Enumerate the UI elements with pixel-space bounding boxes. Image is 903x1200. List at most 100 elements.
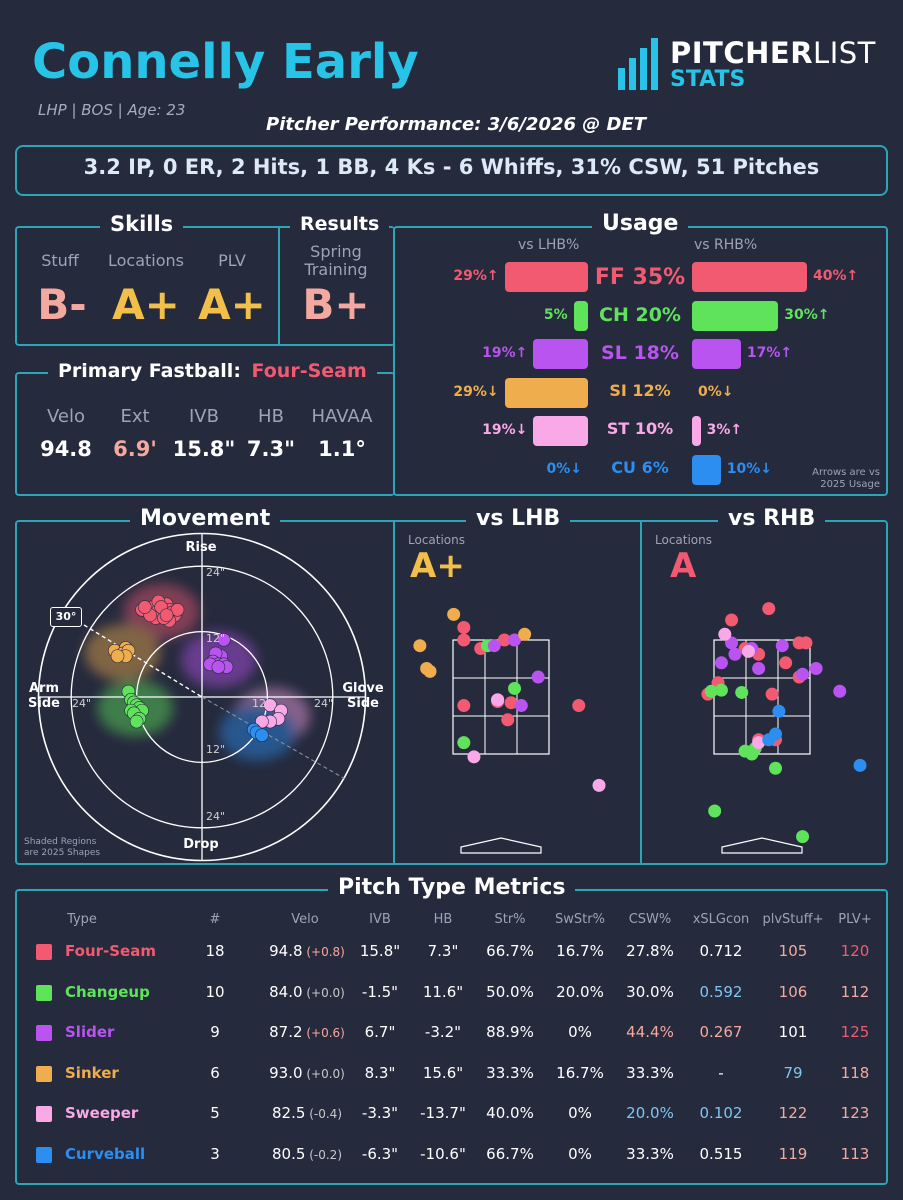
metric-row-plv: 113 [840,1144,870,1163]
movement-panel-box [15,520,888,865]
metric-row-velo: 80.5 (-0.2) [262,1145,352,1163]
usage-pitch-name: FF 35% [594,265,686,290]
usage-bar-rhb [692,339,741,369]
location-point-slider [796,667,810,681]
th-count: # [209,912,221,927]
movement-point-sweeper [263,698,277,712]
metric-row-xslg: 0.267 [699,1023,743,1041]
metric-row-ivb: 15.8" [359,942,401,960]
usage-rhb-pct: 40%↑ [813,268,859,284]
metric-row-swstr: 16.7% [556,1063,604,1082]
metric-row-hb: 15.6" [422,1063,464,1082]
plv-grade: A+ [198,280,266,329]
metric-row-type: Four-Seam [65,942,156,960]
usage-title: Usage [592,211,689,236]
fb-val-velo: 94.8 [40,437,92,461]
th-plv: PLV+ [838,912,872,927]
ring-label-right-24: 24" [314,697,334,710]
metric-row-plv: 120 [840,942,870,960]
performance-subtitle: Pitcher Performance: 3/6/2026 @ DET [266,114,647,135]
metric-row-plv: 123 [840,1104,870,1122]
fb-val-ext: 6.9' [113,437,157,461]
metric-row-velo: 93.0 (+0.0) [262,1064,352,1082]
location-point-sweeper [752,736,766,750]
th-csw: CSW% [628,912,672,927]
usage-lhb-header: vs LHB% [518,237,580,253]
th-velo: Velo [291,912,319,927]
movement-note-2: are 2025 Shapes [24,848,101,858]
metric-row-type: Changeup [65,982,150,1001]
location-point-slider [809,662,823,675]
metric-row-hb: 11.6" [422,982,464,1001]
location-point-four-seam [497,633,511,647]
movement-point-slider [211,660,226,674]
pitcher-name: Connelly Early [32,34,419,90]
metric-row-hb: -10.6" [420,1144,466,1163]
usage-bar-rhb [692,416,701,446]
home-plate [460,837,542,854]
metric-row-type: Slider [65,1023,115,1041]
location-point-curveball [772,704,786,718]
metric-row-n: 6 [210,1063,220,1082]
metric-row-swstr: 0% [568,1104,592,1122]
fb-val-hb: 7.3" [246,437,296,461]
location-point-changeup [714,683,728,697]
home-plate [721,837,803,854]
location-point-four-seam [501,713,515,727]
usage-rhb-pct: 0%↓ [698,383,734,400]
usage-bar-lhb [533,416,588,446]
metric-row-str: 66.7% [486,1144,534,1163]
ring-label-right-12: 12" [252,697,272,710]
location-point-four-seam [504,696,518,710]
fb-val-havaa: 1.1° [318,437,366,461]
movement-note-1: Shaded Regions [24,837,97,847]
lhb-locations-label: Locations [408,533,466,547]
metric-row-stuff: 79 [783,1063,803,1082]
location-point-four-seam [457,699,471,713]
fb-head-ivb: IVB [189,406,219,427]
metric-row-hb: -3.2" [424,1023,462,1041]
pitcherlist-logo: PITCHERLIST STATS [616,36,886,96]
usage-rhb-pct: 30%↑ [784,306,830,323]
metric-row-ivb: -6.3" [361,1144,399,1163]
movement-chart [37,532,367,862]
logo-list-text: LIST [813,36,876,70]
metric-velo-value: 80.5 [272,1144,306,1163]
location-point-slider [728,647,742,661]
metric-velo-delta: (-0.4) [305,1107,342,1121]
metric-row-xslg: - [718,1063,724,1082]
metric-row-swatch [36,1065,52,1082]
metric-row-str: 50.0% [486,982,534,1001]
logo-main-text: PITCHERLIST [670,36,876,70]
vs-rhb-location-chart [701,602,867,854]
location-point-four-seam [762,602,776,616]
metric-row-swstr: 16.7% [556,942,604,960]
usage-lhb-pct: 19%↓ [482,422,528,438]
logo-sub-text: STATS [670,67,746,92]
metric-row-swatch [36,1025,52,1041]
movement-2025-shapes [84,583,311,761]
ring-label-bottom-24: 24" [206,810,226,823]
usage-note-2: 2025 Usage [820,479,880,490]
metric-row-n: 3 [210,1144,220,1163]
metric-row-xslg: 0.592 [699,982,743,1001]
metric-row-xslg: 0.102 [699,1104,743,1122]
location-point-slider [514,699,528,713]
usage-pitch-name: CU 6% [611,457,669,477]
movement-points [108,594,288,742]
metric-row-hb: -13.7" [420,1104,466,1122]
usage-rhb-header: vs RHB% [694,237,758,253]
usage-pitch-name: CH 20% [599,303,681,326]
location-point-sweeper [592,778,606,792]
metric-row-plv: 125 [840,1023,870,1041]
metric-row-xslg: 0.712 [699,942,743,960]
location-point-four-seam [457,633,471,647]
location-point-sweeper [491,693,505,707]
movement-point-curveball [255,728,269,742]
metric-row-swstr: 0% [568,1023,592,1041]
th-swstr: SwStr% [555,912,605,927]
metric-row-velo: 84.0 (+0.0) [262,983,352,1001]
location-point-sweeper [467,750,481,764]
results-grade: B+ [302,280,370,329]
usage-lhb-pct: 5% [543,306,568,323]
